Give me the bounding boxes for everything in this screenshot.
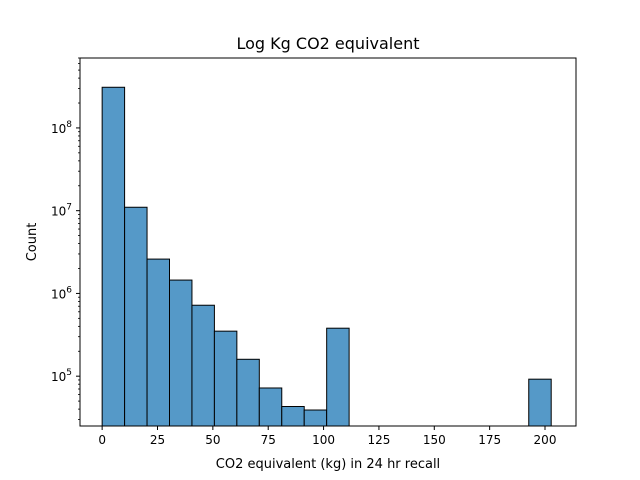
x-tick-label: 100 bbox=[312, 433, 335, 447]
histogram-bar bbox=[281, 406, 305, 427]
y-tick-label: 107 bbox=[51, 203, 72, 219]
histogram-bar bbox=[169, 279, 193, 427]
x-tick-label: 75 bbox=[261, 433, 276, 447]
y-tick-label: 106 bbox=[51, 285, 72, 301]
x-tick-label: 50 bbox=[205, 433, 220, 447]
chart-title: Log Kg CO2 equivalent bbox=[237, 34, 420, 53]
x-tick-label: 150 bbox=[423, 433, 446, 447]
histogram-bar bbox=[146, 258, 171, 427]
x-tick-label: 25 bbox=[150, 433, 165, 447]
bars-layer bbox=[101, 86, 552, 427]
y-axis: 105 106 107 108 bbox=[51, 57, 80, 420]
histogram-bar bbox=[213, 330, 238, 427]
histogram-bar bbox=[124, 206, 148, 427]
y-tick-label: 108 bbox=[51, 120, 72, 136]
histogram-bar bbox=[236, 358, 260, 427]
x-axis-label: CO2 equivalent (kg) in 24 hr recall bbox=[216, 457, 440, 472]
y-tick-label: 105 bbox=[51, 368, 72, 384]
histogram-bar bbox=[191, 304, 215, 427]
histogram-bar bbox=[101, 86, 126, 427]
x-axis: 0 25 50 75 100 125 150 175 200 bbox=[98, 426, 556, 447]
x-tick-label: 175 bbox=[478, 433, 501, 447]
x-tick-label: 0 bbox=[98, 433, 106, 447]
histogram-bar bbox=[326, 327, 350, 427]
plot-frame bbox=[79, 57, 577, 427]
histogram-bar bbox=[303, 409, 328, 427]
histogram-bar bbox=[258, 387, 283, 427]
x-tick-label: 200 bbox=[534, 433, 557, 447]
x-tick-label: 125 bbox=[367, 433, 390, 447]
y-axis-label: Count bbox=[25, 223, 40, 262]
histogram-bar bbox=[528, 378, 552, 427]
